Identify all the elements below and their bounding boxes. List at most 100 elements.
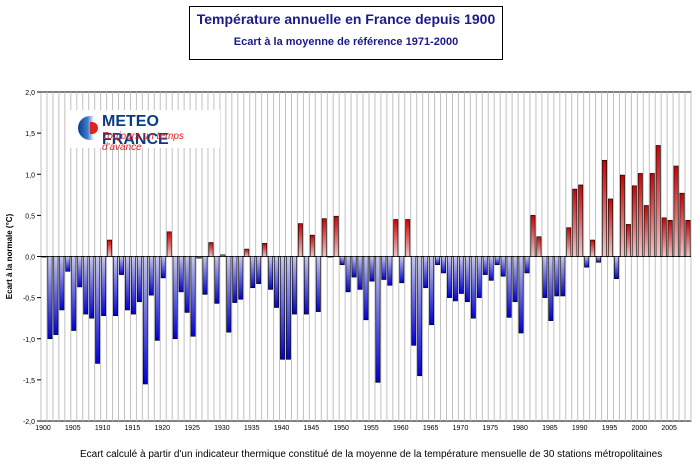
bar-1949 [333, 215, 339, 257]
bar-1910 [101, 256, 107, 317]
bar-1982 [530, 215, 536, 257]
bar-1947 [321, 218, 327, 257]
bar-1971 [464, 256, 470, 303]
bar-2000 [637, 173, 643, 257]
bar-1926 [196, 256, 202, 259]
y-tick-label: 2,0 [25, 90, 35, 97]
bar-1970 [458, 256, 464, 294]
bar-1918 [148, 256, 154, 296]
bar-1956 [375, 256, 381, 383]
x-tick-label: 1960 [393, 425, 409, 432]
bar-1989 [572, 188, 578, 257]
bar-1996 [614, 256, 619, 280]
bar-2004 [661, 217, 667, 257]
chart-subtitle: Ecart à la moyenne de référence 1971-200… [233, 36, 459, 48]
bar-2008 [685, 220, 691, 257]
bar-1998 [625, 224, 631, 257]
chart-title-box: Température annuelle en France depuis 19… [189, 6, 503, 60]
bar-1957 [381, 256, 387, 280]
bar-2005 [667, 220, 673, 257]
bar-1994 [602, 159, 607, 257]
bar-1920 [160, 256, 166, 279]
bar-1976 [494, 256, 500, 266]
bar-1902 [53, 256, 59, 335]
logo-accent-icon [90, 122, 98, 134]
bar-1945 [309, 234, 315, 257]
bar-1955 [369, 256, 375, 282]
bar-1922 [172, 256, 178, 340]
y-tick-label: -2,0 [23, 419, 35, 426]
bar-1974 [482, 256, 488, 275]
bar-2006 [673, 165, 679, 257]
bar-1908 [89, 256, 95, 319]
bar-1944 [303, 256, 309, 315]
bar-1953 [357, 256, 363, 290]
bar-1935 [250, 256, 256, 289]
bar-1981 [524, 256, 530, 274]
bar-2001 [643, 205, 649, 257]
bar-1937 [262, 243, 268, 257]
bar-1946 [315, 256, 321, 312]
bar-1923 [178, 256, 184, 293]
bar-1917 [142, 256, 148, 385]
y-tick-label: -0,5 [23, 296, 35, 303]
bar-1919 [154, 256, 160, 341]
bar-1965 [429, 256, 435, 326]
x-tick-label: 2005 [661, 425, 677, 432]
x-tick-label: 1985 [542, 425, 558, 432]
bar-1997 [619, 174, 625, 257]
x-tick-label: 1930 [214, 425, 230, 432]
chart-title: Température annuelle en France depuis 19… [196, 11, 496, 27]
bar-1993 [596, 256, 602, 263]
bar-1954 [363, 256, 369, 321]
bar-1985 [548, 256, 554, 321]
y-tick-label: 0,5 [25, 213, 35, 220]
x-tick-label: 1940 [274, 425, 290, 432]
bar-1933 [238, 256, 244, 300]
bar-1901 [47, 256, 53, 340]
bar-1930 [220, 254, 226, 257]
bar-1911 [107, 239, 113, 257]
bar-1938 [268, 256, 274, 290]
x-tick-label: 1950 [333, 425, 349, 432]
bar-1999 [631, 185, 637, 257]
bar-1961 [405, 219, 411, 257]
x-tick-label: 1920 [154, 425, 170, 432]
y-tick-label: 1,5 [25, 131, 35, 138]
bar-2002 [649, 173, 655, 257]
x-tick-label: 1990 [572, 425, 588, 432]
x-tick-label: 1970 [453, 425, 469, 432]
bar-1936 [256, 256, 262, 284]
bar-1913 [119, 256, 124, 275]
bar-1932 [232, 256, 238, 303]
bar-1951 [345, 256, 351, 293]
x-tick-label: 1900 [35, 425, 51, 432]
bar-1942 [291, 256, 297, 315]
bar-1907 [83, 256, 89, 315]
x-tick-label: 1915 [125, 425, 141, 432]
bar-1977 [500, 256, 506, 277]
x-tick-label: 1935 [244, 425, 260, 432]
bar-1927 [202, 256, 208, 295]
y-tick-label: -1,0 [23, 337, 35, 344]
bar-1992 [590, 239, 596, 257]
bar-1931 [226, 256, 232, 333]
bar-1983 [536, 236, 542, 257]
bar-1967 [441, 256, 446, 274]
bar-1921 [166, 231, 172, 257]
x-tick-label: 1905 [65, 425, 81, 432]
bar-1968 [447, 256, 452, 298]
bar-1960 [399, 256, 405, 284]
footer-note: Ecart calculé à partir d'un indicateur t… [80, 449, 663, 460]
bar-1925 [190, 256, 196, 337]
bar-1941 [286, 256, 291, 360]
y-tick-label: 0,0 [25, 255, 35, 262]
x-tick-label: 1910 [95, 425, 111, 432]
meteo-france-logo: METEO FRANCE Toujours un temps d'avance [68, 110, 220, 153]
bar-2007 [679, 192, 685, 257]
bar-1966 [435, 256, 441, 266]
y-axis-label: Ecart à la normale (°C) [5, 213, 14, 299]
bar-1952 [351, 256, 357, 278]
bar-1950 [339, 256, 345, 266]
